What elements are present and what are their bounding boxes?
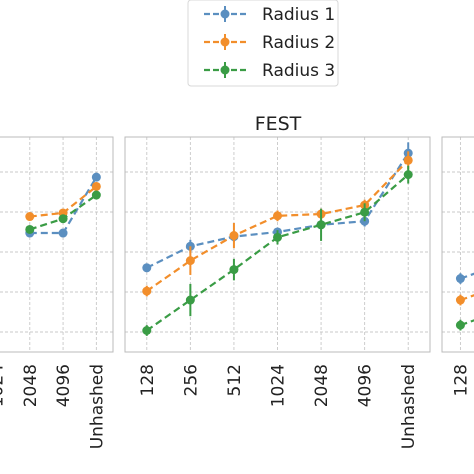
- x-tick-label: 1024: [0, 364, 8, 407]
- legend-entry: Radius 3: [204, 61, 335, 81]
- x-tick-label: 256: [181, 364, 201, 396]
- grid: [442, 137, 474, 352]
- x-tick-label: 128: [138, 364, 158, 396]
- data-point: [273, 232, 282, 242]
- data-point: [58, 228, 68, 238]
- legend-label: Radius 3: [262, 61, 335, 81]
- x-tick-label: Unhashed: [399, 364, 419, 449]
- data-point: [25, 224, 35, 234]
- data-point: [91, 190, 101, 200]
- data-point: [229, 231, 239, 241]
- data-point: [91, 181, 101, 191]
- plot-frame: [124, 136, 431, 353]
- data-point: [58, 214, 68, 224]
- data-point: [403, 155, 413, 165]
- legend: Radius 1 Radius 2 Radius 3: [187, 0, 339, 87]
- series-group: [142, 142, 413, 336]
- x-tick-label: 4096: [356, 364, 376, 407]
- grid: [0, 137, 113, 352]
- data-point: [316, 220, 326, 230]
- legend-entry: Radius 2: [204, 33, 335, 53]
- data-point: [455, 320, 465, 330]
- legend-entry: Radius 1: [204, 5, 335, 25]
- data-point: [229, 265, 239, 275]
- legend-marker: [220, 37, 230, 47]
- data-point: [185, 256, 195, 266]
- plot-frame: [441, 136, 474, 353]
- series-group: [25, 172, 101, 238]
- x-tick-label: 128: [451, 364, 471, 396]
- chart-panel-3: 128: [441, 136, 474, 396]
- data-point: [142, 263, 152, 273]
- legend-label: Radius 1: [262, 5, 335, 25]
- legend-label: Radius 2: [262, 33, 335, 53]
- plot-frame: [0, 136, 114, 353]
- data-point: [91, 172, 101, 182]
- legend-marker: [220, 65, 230, 75]
- chart-panel-2: 128 256 512 1024 2048 4096 Unhashed: [124, 136, 431, 449]
- data-point: [455, 295, 465, 305]
- series-group: [455, 272, 474, 331]
- x-tick-label: 2048: [312, 364, 332, 407]
- data-point: [142, 326, 152, 335]
- chart-panel-1: 1024 2048 4096 Unhashed: [0, 136, 114, 449]
- data-point: [273, 211, 282, 221]
- data-point: [455, 274, 465, 284]
- panel-title-fest: FEST: [255, 113, 302, 135]
- legend-marker: [220, 9, 230, 19]
- data-point: [25, 212, 35, 222]
- data-point: [142, 286, 152, 296]
- panels: 1024 2048 4096 Unhashed 128 256 512 1024 2048 409…: [0, 136, 474, 449]
- data-point: [360, 207, 370, 217]
- x-tick-label: 512: [225, 364, 245, 396]
- data-point: [403, 170, 413, 180]
- x-tick-label: 4096: [54, 364, 74, 407]
- data-point: [185, 295, 195, 305]
- x-tick-label: 2048: [21, 364, 41, 407]
- x-tick-label: Unhashed: [87, 364, 107, 449]
- x-tick-label: 1024: [269, 364, 289, 407]
